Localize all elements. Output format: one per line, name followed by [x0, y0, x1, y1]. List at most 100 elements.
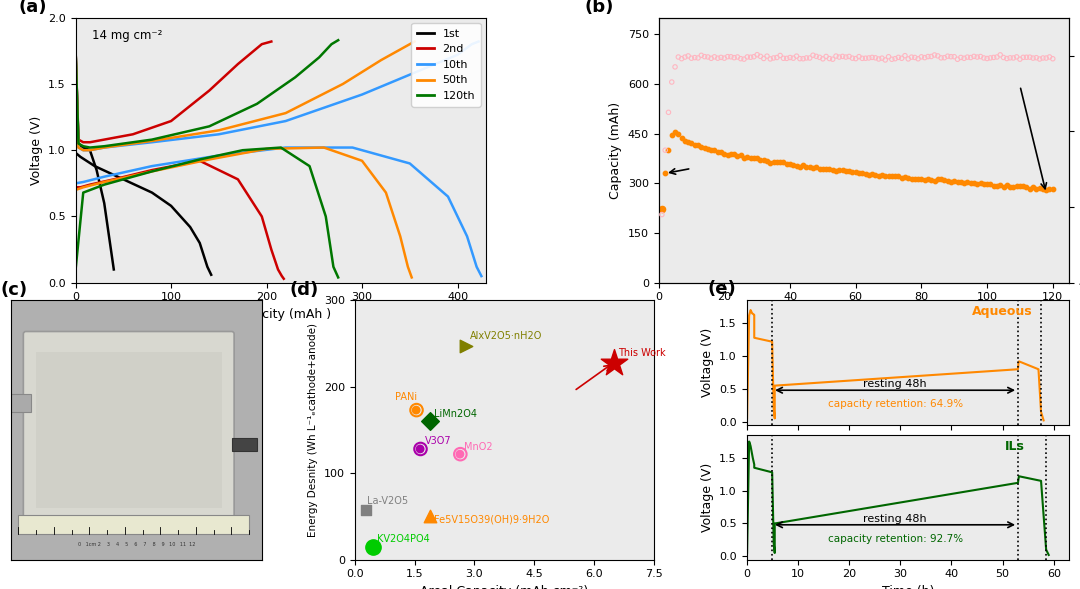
- Point: [969, 179, 986, 188]
- Point: [1044, 54, 1062, 64]
- Point: [808, 163, 825, 172]
- Point: [995, 53, 1012, 62]
- Point: [663, 131, 680, 140]
- Point: [860, 170, 877, 180]
- Point: [666, 62, 684, 72]
- Point: [357, 505, 375, 515]
- Text: (c): (c): [1, 281, 28, 299]
- Point: [702, 145, 719, 154]
- Point: [985, 53, 1002, 62]
- Point: [653, 210, 671, 219]
- Point: [1017, 183, 1035, 192]
- Text: capacity retention: 64.9%: capacity retention: 64.9%: [827, 399, 962, 409]
- Point: [906, 174, 923, 183]
- X-axis label: Capacity (mAh ): Capacity (mAh ): [230, 308, 332, 321]
- Point: [745, 52, 762, 61]
- Point: [408, 405, 426, 415]
- Point: [843, 167, 861, 177]
- Point: [768, 157, 785, 167]
- Point: [860, 53, 877, 62]
- Point: [966, 178, 983, 188]
- Point: [946, 177, 963, 186]
- Point: [853, 168, 870, 178]
- Point: [870, 54, 888, 64]
- Point: [422, 512, 440, 521]
- Text: (d): (d): [289, 281, 319, 299]
- Point: [991, 50, 1009, 59]
- Point: [867, 53, 885, 62]
- Point: [903, 174, 920, 183]
- Point: [774, 158, 792, 167]
- Point: [843, 54, 861, 63]
- Point: [953, 53, 970, 62]
- Point: [719, 151, 737, 160]
- Point: [1001, 182, 1018, 191]
- Point: [1041, 184, 1058, 194]
- Point: [847, 54, 864, 63]
- Point: [903, 52, 920, 62]
- Point: [765, 53, 782, 62]
- Point: [732, 54, 750, 64]
- Point: [713, 147, 730, 157]
- Y-axis label: Energy Desnity (Wh L⁻¹ₑcathode+anode): Energy Desnity (Wh L⁻¹ₑcathode+anode): [309, 323, 319, 537]
- Point: [1028, 184, 1045, 194]
- Text: LiMn2O4: LiMn2O4: [434, 409, 477, 419]
- Point: [1004, 183, 1022, 192]
- Point: [821, 164, 838, 174]
- Point: [900, 54, 917, 64]
- Point: [735, 54, 753, 64]
- Point: [1041, 52, 1058, 62]
- Point: [1038, 185, 1055, 194]
- Point: [922, 175, 940, 184]
- Point: [689, 53, 706, 62]
- Point: [761, 54, 779, 64]
- Point: [1008, 181, 1025, 191]
- Point: [801, 53, 819, 62]
- Point: [939, 177, 956, 186]
- Point: [713, 52, 730, 62]
- Point: [932, 53, 949, 62]
- Point: [1044, 185, 1062, 194]
- Point: [893, 173, 910, 183]
- Point: [729, 151, 746, 161]
- Point: [982, 179, 999, 188]
- Point: [943, 178, 960, 187]
- Point: [752, 155, 769, 164]
- Point: [792, 54, 809, 64]
- Point: [742, 153, 759, 163]
- Point: [998, 180, 1015, 190]
- Point: [795, 54, 812, 64]
- Point: [716, 54, 733, 63]
- Point: [1004, 53, 1022, 62]
- Point: [909, 54, 927, 64]
- Point: [978, 180, 996, 189]
- Point: [853, 54, 870, 63]
- Point: [666, 127, 684, 137]
- Point: [660, 145, 677, 154]
- Point: [995, 182, 1012, 191]
- Point: [411, 444, 429, 454]
- X-axis label: Time (h): Time (h): [881, 585, 934, 589]
- Text: Fe5V15O39(OH)9·9H2O: Fe5V15O39(OH)9·9H2O: [434, 515, 550, 525]
- Text: AlxV2O5·nH2O: AlxV2O5·nH2O: [470, 331, 542, 341]
- Point: [962, 178, 980, 188]
- Point: [821, 54, 838, 63]
- Bar: [231, 438, 257, 451]
- Point: [755, 155, 772, 165]
- Text: 0   1cm 2    3    4    5    6    7    8    9   10   11  12: 0 1cm 2 3 4 5 6 7 8 9 10 11 12: [78, 542, 195, 547]
- Point: [692, 51, 710, 60]
- Point: [896, 173, 914, 182]
- Text: V3O7: V3O7: [424, 435, 451, 445]
- Point: [1001, 53, 1018, 62]
- Point: [864, 52, 881, 62]
- Point: [660, 108, 677, 117]
- Point: [877, 171, 894, 181]
- Point: [834, 166, 851, 175]
- Point: [824, 54, 841, 64]
- Point: [657, 168, 674, 178]
- Point: [686, 53, 703, 62]
- Point: [768, 53, 785, 62]
- Point: [926, 50, 943, 59]
- Point: [407, 405, 424, 415]
- Point: [867, 170, 885, 179]
